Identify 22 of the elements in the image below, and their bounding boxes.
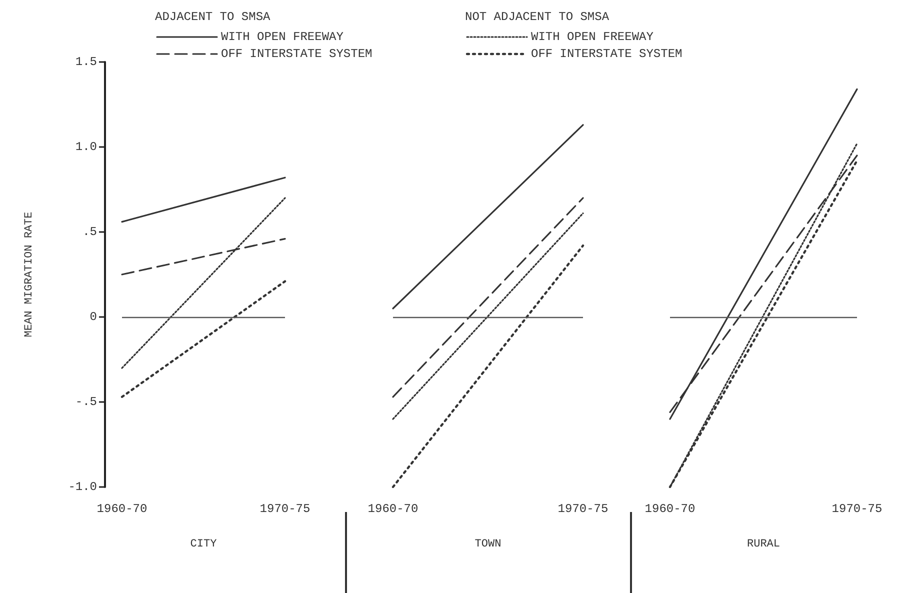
x-tick-label: 1970-75: [832, 502, 882, 516]
x-tick-label: 1960-70: [368, 502, 418, 516]
y-tick-label: 1.0: [75, 140, 97, 154]
y-tick-label: 1.5: [75, 55, 97, 69]
x-tick-label: 1960-70: [644, 502, 696, 516]
text: NOT ADJACENT TO SMSA: [465, 10, 610, 26]
x-axis-title: RURAL: [746, 538, 780, 550]
legend-label: OFF INTERSTATE SYSTEM: [531, 46, 682, 60]
legend-label: OFF INTERSTATE SYSTEM: [221, 46, 372, 60]
x-tick-label: 1960-70: [96, 502, 148, 516]
x-tick-label: 1970-75: [260, 502, 310, 516]
y-tick-label: -1.0: [68, 480, 97, 494]
x-axis-title: CITY: [190, 538, 218, 550]
x-tick-label: 1970-75: [558, 502, 608, 516]
y-tick-label: 0: [90, 310, 97, 324]
legend-label: WITH OPEN FREEWAY: [531, 30, 654, 44]
y-tick-label: .5: [82, 225, 97, 239]
y-axis-title: MEAN MIGRATION RATE: [24, 211, 36, 338]
legend-label: WITH OPEN FREEWAY: [221, 30, 344, 44]
y-tick-label: -.5: [75, 395, 97, 409]
x-axis-title: TOWN: [474, 538, 502, 550]
text: ADJACENT TO SMSA: [155, 10, 272, 26]
